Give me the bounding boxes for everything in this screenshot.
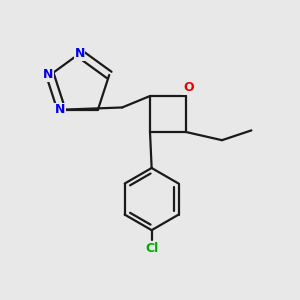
Text: N: N — [55, 103, 65, 116]
Text: O: O — [183, 81, 194, 94]
Text: Cl: Cl — [145, 242, 158, 255]
Text: N: N — [43, 68, 54, 82]
Text: N: N — [74, 47, 85, 60]
